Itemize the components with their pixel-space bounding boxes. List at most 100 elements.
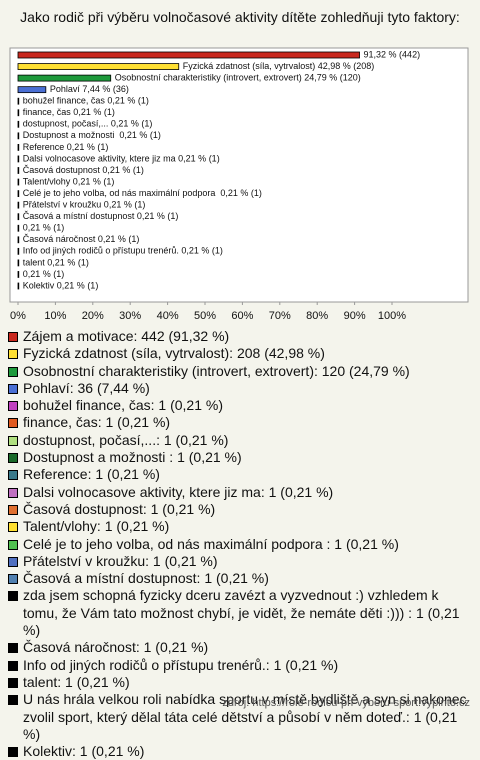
x-tick-label: 60%: [231, 310, 253, 322]
data-label: Osobnostní charakteristiky (introvert, e…: [115, 72, 361, 82]
bar: [17, 63, 180, 70]
legend-item: Dalsi volnocasove aktivity, ktere jiz ma…: [8, 484, 470, 501]
legend-label: finance, čas: 1 (0,21 %): [23, 414, 171, 431]
legend-item: Časová náročnost: 1 (0,21 %): [8, 639, 470, 656]
bar: [17, 120, 20, 128]
data-label: Info od jiných rodičů o přístupu trenérů…: [23, 246, 223, 256]
legend-swatch: [8, 591, 18, 602]
legend-label: Zájem a motivace: 442 (91,32 %): [23, 328, 230, 344]
legend-label: Přátelství v kroužku: 1 (0,21 %): [23, 552, 218, 569]
data-label: 91,32 % (442): [364, 49, 421, 59]
plot-area: [9, 47, 469, 303]
bar: [17, 271, 20, 278]
data-label: 0,21 % (1): [23, 269, 65, 279]
legend-swatch: [8, 487, 18, 498]
legend-item: talent: 1 (0,21 %): [8, 674, 470, 691]
legend-swatch: [8, 556, 18, 567]
legend-label: Celé je to jeho volba, od nás maximální …: [23, 535, 399, 552]
x-tick-label: 80%: [306, 310, 328, 322]
page: Jako rodič při výběru volnočasové aktivi…: [8, 9, 470, 760]
legend-label: Talent/vlohy: 1 (0,21 %): [23, 518, 170, 535]
legend-item: Pohlaví: 36 (7,44 %): [8, 380, 470, 397]
legend-swatch: [8, 522, 18, 533]
bar: [17, 51, 360, 59]
legend-item: Kolektiv: 1 (0,21 %): [8, 743, 470, 760]
data-label: Kolektiv 0,21 % (1): [23, 280, 99, 290]
legend-label: Osobnostní charakteristiky (introvert, e…: [23, 362, 410, 379]
data-label: Časová a místní dostupnost 0,21 % (1): [23, 211, 179, 221]
x-tick-label: 90%: [344, 310, 366, 322]
legend-swatch: [8, 349, 18, 360]
legend-swatch: [8, 401, 18, 412]
bar: [17, 178, 20, 186]
bar: [17, 167, 20, 174]
chart-title: Jako rodič při výběru volnočasové aktivi…: [20, 9, 460, 25]
data-label: Dalsi volnocasove aktivity, ktere jiz ma…: [23, 153, 220, 163]
legend-swatch: [8, 574, 18, 585]
legend-item: Osobnostní charakteristiky (introvert, e…: [8, 363, 470, 380]
legend-label: zda jsem schopná fyzicky dceru zavézt a …: [23, 587, 460, 639]
data-label: Celé je to jeho volba, od nás maximální …: [23, 188, 262, 198]
bar: [17, 97, 20, 105]
legend-swatch: [8, 660, 18, 671]
legend: Zájem a motivace: 442 (91,32 %) Fyzická z…: [8, 328, 470, 760]
legend-label: talent: 1 (0,21 %): [23, 673, 130, 690]
legend-swatch: [8, 677, 18, 688]
x-tick-label: 100%: [378, 310, 406, 322]
data-label: 0,21 % (1): [23, 223, 65, 233]
legend-item: Celé je to jeho volba, od nás maximální …: [8, 536, 470, 553]
legend-label: Info od jiných rodičů o přístupu trenérů…: [23, 656, 339, 673]
legend-swatch: [8, 332, 18, 342]
legend-swatch: [8, 435, 18, 446]
legend-swatch: [8, 383, 18, 394]
legend-item: dostupnost, počasí,...: 1 (0,21 %): [8, 432, 470, 449]
bar: [17, 190, 20, 198]
bar: [17, 155, 20, 163]
legend-label: bohužel finance, čas: 1 (0,21 %): [23, 397, 224, 414]
legend-label: Časová dostupnost: 1 (0,21 %): [23, 500, 216, 517]
bar: [17, 282, 20, 290]
legend-label: Kolektiv: 1 (0,21 %): [23, 743, 145, 760]
bar: [17, 247, 20, 255]
bar: [17, 74, 112, 82]
bar: [17, 201, 20, 209]
chart: 0% 10% 20% 30% 40% 50% 60% 70% 80% 90% 100% 91,32 %…: [9, 47, 469, 322]
legend-item: Fyzická zdatnost (síla, vytrvalost): 208…: [8, 345, 470, 362]
legend-swatch: [8, 453, 18, 464]
legend-swatch: [8, 539, 18, 550]
data-label: talent 0,21 % (1): [23, 257, 89, 267]
data-label: Přátelství v kroužku 0,21 % (1): [23, 200, 146, 210]
x-tick-label: 40%: [157, 310, 179, 322]
bar: [17, 132, 20, 140]
data-label: Reference 0,21 % (1): [23, 142, 109, 152]
bar: [17, 213, 20, 221]
bar: [17, 259, 20, 267]
x-tick-label: 10%: [44, 310, 66, 322]
data-label: bohužel finance, čas 0,21 % (1): [23, 96, 149, 106]
legend-item: Dostupnost a možnosti : 1 (0,21 %): [8, 449, 470, 466]
legend-item: Reference: 1 (0,21 %): [8, 466, 470, 483]
x-tick-label: 30%: [119, 310, 141, 322]
data-label: Fyzická zdatnost (síla, vytrvalost) 42,9…: [183, 61, 375, 71]
legend-item: Zájem a motivace: 442 (91,32 %): [8, 328, 470, 345]
bar: [17, 143, 20, 151]
legend-swatch: [8, 366, 18, 377]
legend-item: Časová dostupnost: 1 (0,21 %): [8, 501, 470, 518]
legend-item: bohužel finance, čas: 1 (0,21 %): [8, 397, 470, 414]
data-label: Talent/vlohy 0,21 % (1): [23, 176, 115, 186]
legend-item: zda jsem schopná fyzicky dceru zavézt a …: [8, 587, 470, 639]
bar: [17, 236, 20, 244]
bar: [17, 109, 20, 117]
legend-swatch: [8, 418, 18, 429]
data-label: Dostupnost a možnosti 0,21 % (1): [23, 130, 161, 140]
legend-swatch: [8, 643, 18, 654]
legend-item: finance, čas: 1 (0,21 %): [8, 414, 470, 431]
legend-label: dostupnost, počasí,...: 1 (0,21 %): [23, 431, 229, 448]
legend-swatch: [8, 695, 18, 706]
legend-item: Info od jiných rodičů o přístupu trenérů…: [8, 657, 470, 674]
legend-swatch: [8, 504, 18, 515]
bar: [17, 86, 47, 94]
legend-label: Časová a místní dostupnost: 1 (0,21 %): [23, 570, 269, 587]
legend-item: Časová a místní dostupnost: 1 (0,21 %): [8, 570, 470, 587]
bar: [17, 224, 20, 232]
